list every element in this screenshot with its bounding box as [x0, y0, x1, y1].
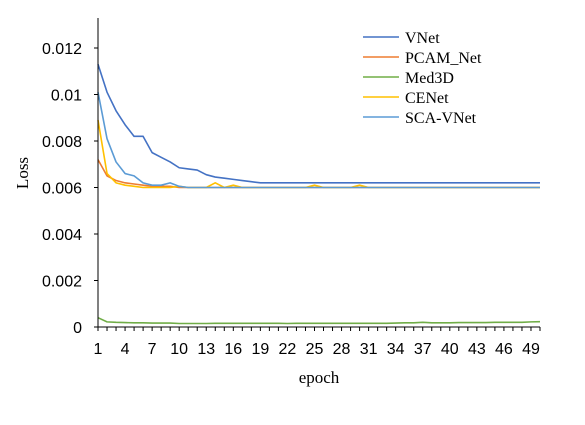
x-tick-label: 28: [333, 341, 351, 358]
legend-label-vnet: VNet: [405, 30, 440, 47]
y-tick-label: 0.002: [42, 274, 82, 291]
legend: VNet PCAM_Net Med3D CENet SCA-VNet: [363, 30, 482, 127]
plot-lines: [97, 64, 541, 325]
x-tick-label: 22: [279, 341, 297, 358]
series-line-vnet: [97, 64, 540, 184]
x-axis-title: epoch: [299, 368, 340, 387]
x-tick-label: 1: [94, 341, 103, 358]
x-tick-label: 10: [170, 341, 188, 358]
x-tick-label: 7: [148, 341, 157, 358]
x-tick-label: 46: [495, 341, 513, 358]
x-ticks: 1 4 7 10 13 16 19 22 25 28 31 34 37 40 43 46 49: [94, 327, 541, 358]
y-tick-label: 0.004: [42, 227, 82, 244]
x-tick-label: 16: [224, 341, 242, 358]
x-tick-label: 13: [197, 341, 215, 358]
y-ticks: 0 0.002 0.004 0.006 0.008 0.01 0.012: [42, 41, 98, 337]
series-line-cenet: [97, 119, 540, 189]
x-tick-label: 34: [387, 341, 405, 358]
legend-label-sca-vnet: SCA-VNet: [405, 110, 477, 127]
x-tick-label: 31: [360, 341, 378, 358]
axes: [97, 18, 540, 328]
x-tick-label: 4: [121, 341, 130, 358]
y-axis-title: Loss: [13, 157, 32, 189]
legend-label-med3d: Med3D: [405, 70, 454, 87]
y-tick-label: 0.01: [51, 88, 82, 105]
x-tick-label: 25: [306, 341, 324, 358]
y-tick-label: 0: [73, 320, 82, 337]
x-tick-label: 40: [441, 341, 459, 358]
x-tick-label: 19: [251, 341, 269, 358]
x-tick-label: 37: [414, 341, 432, 358]
y-tick-label: 0.012: [42, 41, 82, 58]
y-tick-label: 0.008: [42, 134, 82, 151]
series-line-med3d: [97, 316, 541, 325]
x-tick-label: 49: [522, 341, 540, 358]
series-line-sca-vnet: [97, 92, 540, 189]
legend-label-pcam-net: PCAM_Net: [405, 50, 482, 67]
x-tick-label: 43: [468, 341, 486, 358]
y-tick-label: 0.006: [42, 181, 82, 198]
legend-label-cenet: CENet: [405, 90, 449, 107]
